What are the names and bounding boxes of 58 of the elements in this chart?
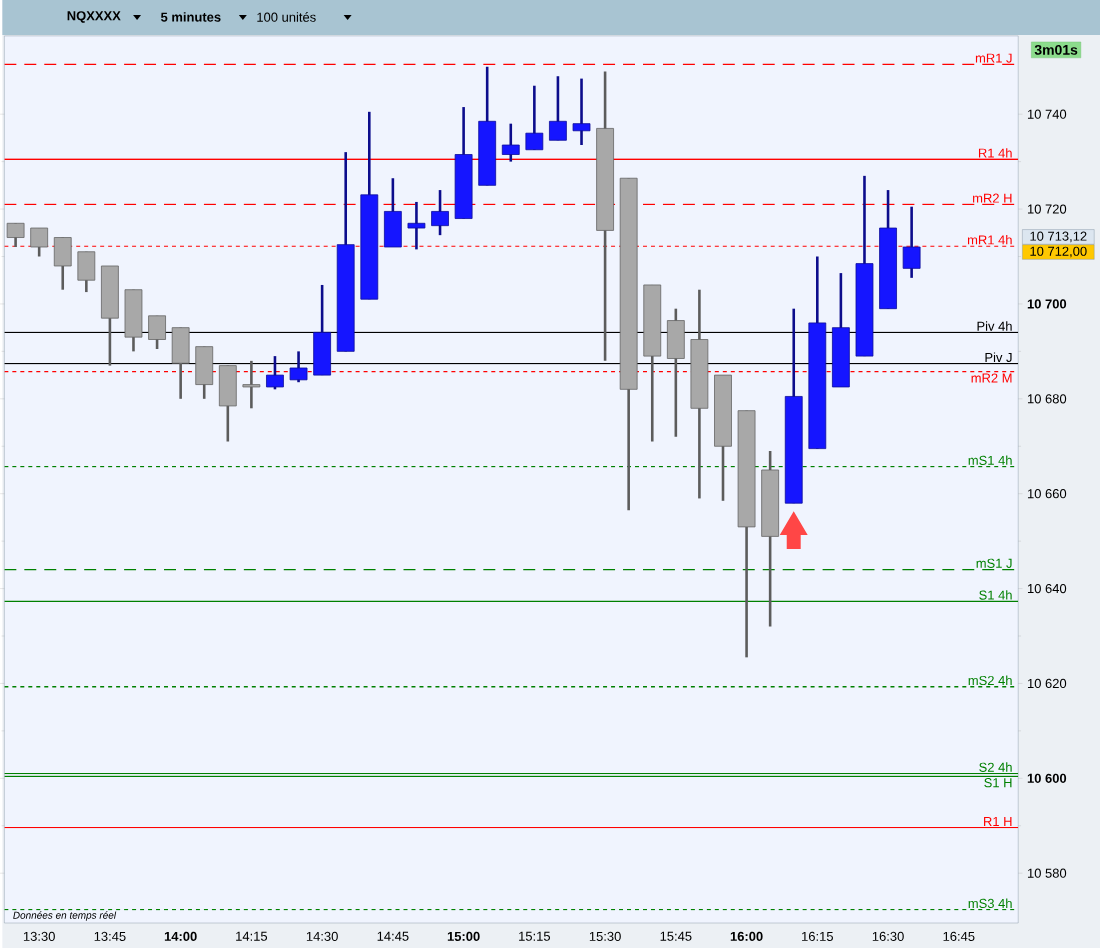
candlestick — [407, 200, 426, 251]
x-tick-label: 13:30 — [23, 931, 55, 941]
candlestick — [6, 222, 25, 249]
chart-title: NQXXXX — [67, 11, 121, 23]
text: 100 unités — [257, 12, 316, 22]
candlestick — [431, 188, 449, 237]
x-tick-label: 16:15 — [802, 931, 833, 941]
y-tick-label: 10 700 — [1027, 299, 1067, 309]
x-tick-label: 15:30 — [589, 931, 621, 941]
text: 3m01s — [1034, 44, 1078, 55]
candlestick — [525, 84, 544, 152]
y-tick-label: 10 640 — [1027, 583, 1067, 594]
text: 10 712,00 — [1030, 246, 1087, 258]
ref-line-label: mR1 4h — [967, 234, 1012, 245]
ref-line-label: Piv 4h — [977, 321, 1012, 331]
ref-line-label: mS1 J — [976, 558, 1012, 568]
ref-line-label: S1 H — [984, 778, 1012, 788]
candlestick — [148, 314, 166, 351]
candlestick — [266, 354, 284, 391]
ref-line-label: R1 4h — [978, 148, 1012, 158]
candlestick — [902, 205, 921, 280]
ref-line-label: mS3 4h — [968, 898, 1012, 909]
x-tick-label: 15:00 — [447, 931, 480, 941]
candlestick — [501, 122, 520, 163]
ref-line-label: mR1 J — [975, 53, 1012, 63]
x-tick-label: 13:45 — [94, 931, 126, 941]
candlestick — [549, 74, 567, 142]
candlestick — [289, 350, 308, 384]
ref-line-label: Piv J — [985, 352, 1012, 363]
y-tick-label: 10 740 — [1027, 109, 1067, 119]
y-tick-label: 10 720 — [1027, 204, 1067, 214]
x-tick-label: 16:00 — [730, 931, 763, 941]
x-tick-label: 16:30 — [872, 931, 904, 941]
candlestick — [242, 359, 261, 410]
y-tick-label: 10 660 — [1027, 489, 1067, 499]
chart-subtitle: 5 minutes — [160, 12, 221, 22]
x-tick-label: 14:30 — [306, 931, 338, 941]
candlestick — [572, 77, 591, 147]
ref-line-label: S2 4h — [979, 762, 1012, 772]
y-tick-label: 10 600 — [1027, 773, 1067, 783]
ref-line-label: mS1 4h — [968, 455, 1012, 465]
annotation: Données en temps réel — [13, 911, 117, 921]
ref-line-label: mR2 H — [973, 193, 1012, 203]
y-tick-label: 10 680 — [1027, 394, 1067, 404]
x-tick-label: 15:45 — [660, 931, 692, 941]
candlestick — [30, 226, 49, 258]
x-tick-label: 16:45 — [943, 931, 975, 941]
x-tick-label: 14:15 — [236, 931, 268, 941]
ref-line-label: mR2 M — [971, 373, 1012, 383]
ref-line-label: S1 4h — [979, 590, 1012, 600]
ref-line-label: mS2 4h — [968, 675, 1012, 686]
y-tick-label: 10 580 — [1027, 868, 1067, 878]
text: 10 713,12 — [1030, 231, 1087, 243]
x-tick-label: 15:15 — [519, 931, 551, 941]
x-tick-label: 14:45 — [377, 931, 409, 941]
y-tick-label: 10 620 — [1027, 678, 1067, 689]
ref-line-label: R1 H — [984, 817, 1012, 826]
x-tick-label: 14:00 — [164, 931, 197, 941]
